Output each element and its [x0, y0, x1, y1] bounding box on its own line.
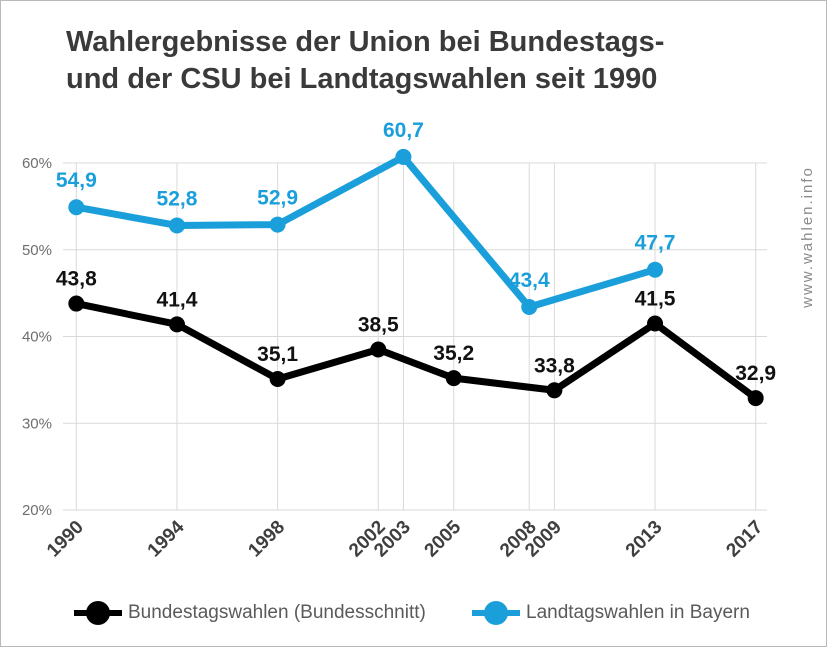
data-point-landtag: [269, 216, 286, 233]
y-tick-label: 40%: [22, 329, 52, 346]
data-label-bundestag: 41,5: [635, 287, 676, 310]
gridlines: [63, 162, 767, 511]
data-point-landtag: [395, 148, 412, 165]
data-label-landtag: 43,4: [509, 269, 550, 292]
data-point-bundestag: [68, 295, 85, 312]
data-point-bundestag: [445, 370, 462, 387]
data-label-landtag: 52,9: [257, 187, 298, 210]
series-line-landtag: [72, 153, 659, 311]
y-tick-label: 50%: [22, 242, 52, 259]
data-label-bundestag: 33,8: [534, 354, 575, 377]
data-labels: 43,8 41,4 35,1 38,5 35,2 33,8 41,5 32,9 54,9 52,8…: [56, 119, 776, 385]
data-point-bundestag: [370, 341, 387, 358]
data-label-landtag: 52,8: [157, 187, 198, 210]
series-line-bundestag: [72, 300, 760, 402]
legend: Bundestagswahlen (Bundesschnitt) Landtag…: [74, 598, 794, 628]
watermark-text: www.wahlen.info: [799, 166, 816, 309]
x-tick-label: 1990: [43, 517, 88, 562]
data-label-bundestag: 35,1: [257, 343, 298, 366]
y-tick-label: 20%: [22, 502, 52, 519]
data-point-landtag: [647, 261, 664, 278]
data-label-bundestag: 41,4: [157, 288, 198, 311]
data-label-landtag: 54,9: [56, 169, 97, 192]
legend-label-bundestag: Bundestagswahlen (Bundesschnitt): [128, 602, 426, 623]
legend-swatch-bundestag: [74, 601, 122, 625]
data-label-landtag: 47,7: [635, 232, 676, 255]
chart-title-line-1: Wahlergebnisse der Union bei Bundestags-: [66, 26, 665, 58]
x-tick-label: 2013: [622, 517, 667, 562]
legend-swatch-landtag: [472, 601, 520, 625]
y-tick-label: 60%: [22, 155, 52, 172]
chart-title-line-2: und der CSU bei Landtagswahlen seit 1990: [66, 63, 658, 95]
data-point-bundestag: [546, 382, 563, 399]
legend-item-landtag: Landtagswahlen in Bayern: [472, 598, 750, 628]
data-point-bundestag: [269, 371, 286, 388]
data-point-landtag: [168, 217, 185, 234]
x-tick-label: 2017: [722, 517, 767, 562]
data-point-landtag: [521, 299, 538, 316]
data-point-landtag: [68, 199, 85, 216]
data-label-bundestag: 38,5: [358, 314, 399, 337]
chart-title: Wahlergebnisse der Union bei Bundestags-…: [66, 24, 766, 98]
y-axis-tick-labels: 20% 30% 40% 50% 60%: [22, 155, 52, 519]
data-point-bundestag: [747, 390, 764, 407]
data-label-bundestag: 43,8: [56, 268, 97, 291]
data-label-bundestag: 35,2: [433, 342, 474, 365]
data-point-bundestag: [647, 315, 664, 332]
series-layer: [68, 148, 764, 407]
data-label-landtag: 60,7: [383, 119, 424, 142]
data-label-bundestag: 32,9: [735, 362, 776, 385]
legend-item-bundestag: Bundestagswahlen (Bundesschnitt): [74, 598, 426, 628]
x-tick-label: 2005: [421, 516, 466, 561]
legend-label-landtag: Landtagswahlen in Bayern: [526, 602, 750, 623]
x-tick-label: 1998: [244, 517, 289, 562]
data-point-bundestag: [168, 316, 185, 333]
x-tick-label: 1994: [144, 516, 189, 561]
y-tick-label: 30%: [22, 415, 52, 432]
